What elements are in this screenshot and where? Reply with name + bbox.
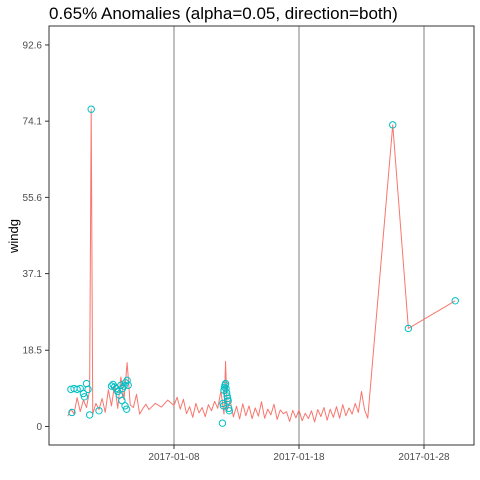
- anomaly-point-3: [73, 385, 81, 394]
- anomaly-point-8: [84, 385, 92, 394]
- y-tick-label-3: 55.6: [23, 193, 43, 204]
- anomaly-point-42: [404, 324, 413, 333]
- anomaly-point-6: [80, 393, 89, 401]
- anomaly-point-31: [222, 384, 230, 393]
- y-tick-label-1: 18.5: [23, 346, 43, 357]
- anomaly-point-11: [95, 407, 103, 415]
- x-tick-label-0: 2017-01-08: [148, 452, 200, 463]
- y-tick-label-4: 74.1: [23, 117, 43, 128]
- x-tick-label-2: 2017-01-28: [398, 452, 450, 463]
- anomaly-point-9: [85, 411, 94, 419]
- anomaly-point-5: [79, 389, 88, 398]
- anomaly-point-30: [221, 379, 230, 388]
- anomaly-point-27: [220, 386, 228, 394]
- anomaly-point-40: [218, 419, 227, 427]
- anomaly-point-43: [451, 297, 459, 305]
- anomaly-point-22: [123, 376, 131, 385]
- y-axis: 0 18.5 37.1 55.6 74.1 92.6: [23, 40, 49, 433]
- anomaly-point-10: [68, 408, 76, 417]
- anomaly-point-0: [87, 105, 95, 113]
- plot-panel: [49, 26, 474, 445]
- vertical-markers: [173, 26, 425, 445]
- anomaly-point-41: [389, 121, 397, 129]
- x-axis: 2017-01-08 2017-01-18 2017-01-28: [148, 445, 450, 463]
- chart-title: 0.65% Anomalies (alpha=0.05, direction=b…: [49, 4, 398, 23]
- y-tick-label-5: 92.6: [23, 40, 43, 51]
- anomaly-point-32: [222, 388, 231, 397]
- anomaly-point-24: [118, 396, 126, 405]
- y-axis-label: windg: [6, 219, 21, 254]
- x-tick-label-1: 2017-01-18: [273, 452, 325, 463]
- y-tick-label-2: 37.1: [23, 269, 43, 280]
- anomaly-points: [67, 105, 459, 427]
- plot-border: [48, 25, 475, 446]
- y-tick-label-0: 0: [36, 422, 42, 433]
- anomaly-point-26: [122, 405, 131, 413]
- anomaly-point-23: [124, 381, 132, 389]
- anomaly-point-39: [225, 407, 233, 415]
